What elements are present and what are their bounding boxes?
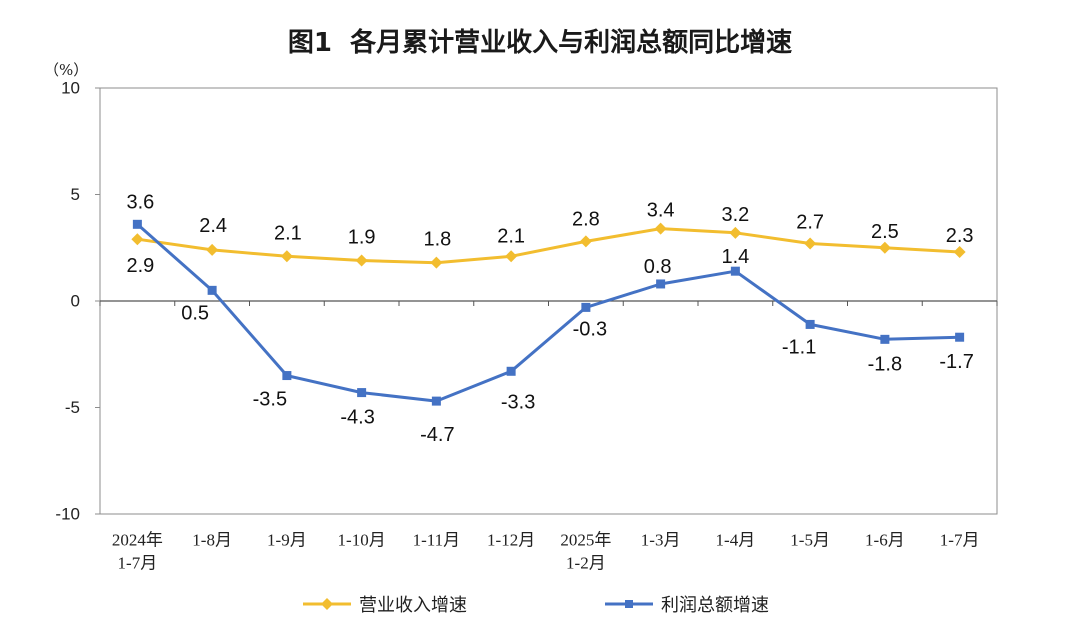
x-tick-label: 1-11月 [413,531,461,550]
data-point-profit [431,396,441,406]
data-point-revenue [355,254,368,267]
x-tick-label: 1-8月 [192,531,232,550]
data-label-profit: -3.3 [501,391,535,413]
data-label-revenue: 2.1 [497,225,525,247]
data-point-revenue [131,233,144,246]
x-tick-label: 1-3月 [641,531,681,550]
data-label-profit: -0.3 [573,318,607,340]
data-label-profit: -4.7 [420,424,454,446]
x-tick-label: 1-7月 [118,554,158,573]
data-label-profit: -4.3 [340,407,374,429]
chart-title: 图1 各月累计营业收入与利润总额同比增速 [287,28,793,58]
y-tick-label: -5 [65,398,80,417]
x-tick-label: 1-10月 [338,531,386,550]
data-label-revenue: 2.7 [796,211,824,233]
data-label-revenue: 2.9 [126,255,154,277]
data-label-revenue: 2.5 [871,221,899,243]
data-point-profit [730,266,740,276]
data-label-revenue: 2.3 [946,225,974,247]
data-label-revenue: 2.8 [572,208,600,230]
data-point-profit [282,371,292,381]
data-label-profit: 3.6 [126,191,154,213]
data-label-profit: 1.4 [721,246,749,268]
legend-square-marker [625,600,633,608]
data-point-revenue [654,222,667,235]
x-tick-label: 1-6月 [865,531,905,550]
data-point-profit [132,219,142,229]
data-point-revenue [280,250,293,263]
data-point-profit [581,302,591,312]
legend-swatch-profit [605,600,653,608]
data-point-revenue [804,237,817,250]
data-point-profit [805,319,815,329]
data-point-profit [207,285,217,295]
y-tick-label: 10 [61,79,80,98]
data-label-revenue: 1.9 [348,227,376,249]
series-line-profit [136,223,960,403]
x-tick-label: 2024年 [112,531,163,550]
series-revenue [131,222,966,269]
legend-label-revenue: 营业收入增速 [359,595,467,616]
legend-label-profit: 利润总额增速 [661,595,769,616]
series-profit [132,219,965,406]
data-point-profit [955,332,965,342]
y-tick-label: 5 [71,185,80,204]
y-tick-label: 0 [71,292,80,311]
data-point-profit [880,334,890,344]
x-tick-label: 1-7月 [940,531,980,550]
x-tick-label: 1-2月 [566,554,606,573]
data-point-profit [506,366,516,376]
data-point-revenue [729,226,742,239]
data-point-revenue [878,241,891,254]
data-label-profit: 0.8 [644,256,672,278]
data-point-profit [357,388,367,398]
data-label-revenue: 1.8 [423,229,451,251]
legend-item-profit: 利润总额增速 [605,592,769,616]
data-label-profit: -1.1 [782,336,816,358]
data-label-profit: -1.7 [939,351,973,373]
data-label-profit: -1.8 [868,353,902,375]
x-tick-label: 1-4月 [716,531,756,550]
y-axis-unit-label: （%） [44,61,89,79]
data-label-profit: 0.5 [181,302,209,324]
legend-item-revenue: 营业收入增速 [303,592,467,616]
data-label-revenue: 3.2 [721,204,749,226]
data-label-revenue: 3.4 [647,200,675,222]
data-label-revenue: 2.4 [199,215,227,237]
data-point-revenue [953,246,966,259]
data-point-revenue [430,256,443,269]
legend-swatch-revenue [303,598,351,610]
x-tick-label: 1-12月 [487,531,535,550]
y-tick-label: -10 [55,505,80,524]
data-label-profit: -3.5 [253,389,287,411]
x-tick-label: 1-9月 [267,531,307,550]
legend-diamond-marker [321,598,333,610]
series-line-revenue [137,227,960,265]
data-point-revenue [579,235,592,248]
data-label-revenue: 2.1 [274,222,302,244]
data-point-revenue [206,243,219,256]
data-point-revenue [505,250,518,263]
x-tick-label: 2025年 [560,531,611,550]
data-point-profit [656,279,666,289]
x-tick-label: 1-5月 [790,531,830,550]
